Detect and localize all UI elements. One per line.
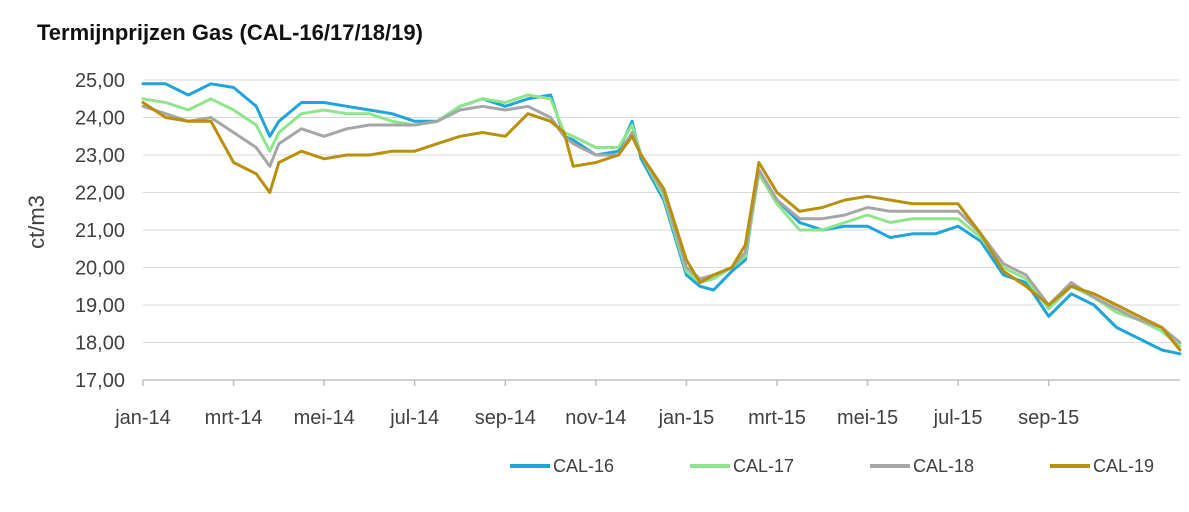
x-tick-label: mei-14 [294,407,355,429]
legend-label: CAL-18 [913,456,974,476]
x-tick-label: jul-15 [933,407,983,429]
series-line-cal-17 [141,93,1182,348]
x-tick-label: nov-14 [565,407,626,429]
legend-label: CAL-16 [553,456,614,476]
series-line-cal-16 [141,82,1182,356]
legend-label: CAL-17 [733,456,794,476]
y-tick-label: 17,00 [75,370,125,392]
y-tick-label: 18,00 [75,333,125,355]
x-tick-label: mei-15 [837,407,898,429]
series-line-cal-18 [141,104,1182,344]
series-lines [141,82,1182,356]
legend-label: CAL-19 [1093,456,1154,476]
x-axis-ticks: jan-14 mrt-14 mei-14 jul-14 sep-14 nov-14 jan-… [114,380,1079,429]
y-tick-label: 24,00 [75,108,125,130]
y-axis-label: ct/m3 [24,195,49,249]
y-tick-label: 25,00 [75,70,125,92]
chart-title: Termijnprijzen Gas (CAL-16/17/18/19) [37,20,423,45]
y-tick-label: 21,00 [75,220,125,242]
y-axis-ticks: 17,00 18,00 19,00 20,00 21,00 22,00 23,00 24,00… [75,70,125,392]
x-tick-label: mrt-15 [748,407,806,429]
x-tick-label: sep-15 [1018,407,1079,429]
y-tick-label: 23,00 [75,145,125,167]
y-tick-label: 22,00 [75,183,125,205]
x-tick-label: mrt-14 [205,407,263,429]
x-tick-label: jan-14 [114,407,171,429]
x-tick-label: sep-14 [475,407,536,429]
y-tick-label: 19,00 [75,295,125,317]
gridlines [143,79,1180,343]
legend: CAL-16 CAL-17 CAL-18 CAL-19 [510,456,1154,476]
y-tick-label: 20,00 [75,258,125,280]
series-line-cal-19 [141,101,1182,352]
x-tick-label: jul-14 [389,407,439,429]
x-tick-label: jan-15 [658,407,715,429]
